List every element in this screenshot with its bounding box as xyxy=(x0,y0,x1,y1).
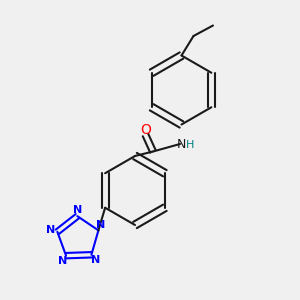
Text: O: O xyxy=(140,123,151,136)
Text: N: N xyxy=(177,137,186,151)
Text: H: H xyxy=(185,140,194,151)
Text: N: N xyxy=(58,256,67,266)
Text: N: N xyxy=(96,220,105,230)
Text: N: N xyxy=(91,255,100,265)
Text: N: N xyxy=(46,225,56,235)
Text: N: N xyxy=(73,205,82,214)
